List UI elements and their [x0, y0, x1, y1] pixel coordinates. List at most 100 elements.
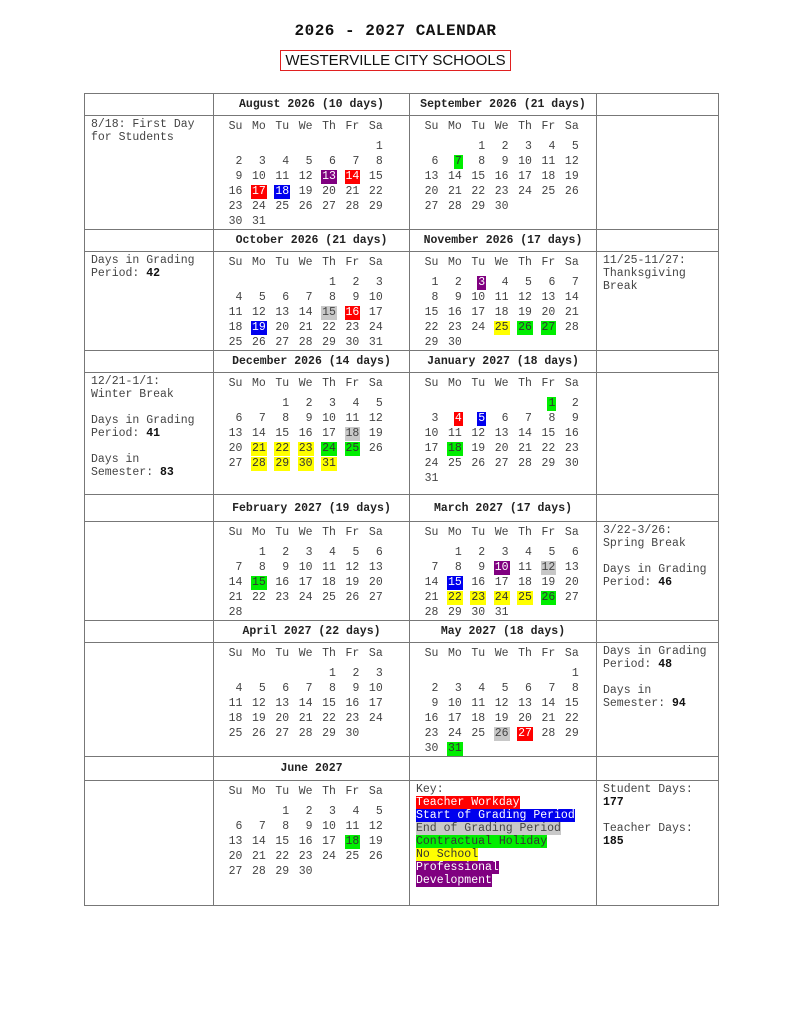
- day-number: 6: [525, 682, 532, 695]
- day-cell: 28: [243, 456, 267, 471]
- day-cell: 4: [314, 545, 337, 560]
- day-cell: 2: [220, 154, 243, 169]
- day-cell: 30: [416, 741, 439, 756]
- day-cell: 19: [360, 426, 383, 441]
- day-cell: 1: [243, 545, 266, 560]
- weekday-text: Su: [228, 377, 243, 390]
- weekday-label: Sa: [360, 525, 383, 540]
- day-number: 20: [275, 321, 290, 334]
- day-number: 14: [447, 170, 462, 183]
- day-number: 3: [375, 667, 383, 680]
- weekday-label: Fr: [337, 255, 360, 270]
- day-cell: 27: [533, 320, 557, 335]
- day-cell: 29: [360, 199, 383, 214]
- day-number: 3: [258, 155, 266, 168]
- day-number: 15: [322, 697, 336, 710]
- day-number: 27: [275, 727, 290, 740]
- day-number: 29: [471, 200, 486, 213]
- day-cell: 7: [243, 411, 266, 426]
- day-cell: 30: [290, 456, 314, 471]
- day-cell: 31: [360, 335, 383, 350]
- weekday-header-row: Su Mo Tu We Th Fr Sa: [416, 525, 596, 540]
- day-number: 27: [494, 457, 509, 470]
- day-number: 8: [282, 412, 290, 425]
- day-number: 21: [228, 591, 243, 604]
- day-cell: 24: [360, 320, 383, 335]
- month-calendar: Su Mo Tu We Th Fr Sa 1 2 3 4 5 6 7 8 9 10 11 12 13 14 15 16 17 1…: [213, 251, 410, 351]
- empty-day: [267, 275, 290, 290]
- day-cell: 28: [510, 456, 533, 471]
- note-text: 8/18: First Day for Students: [91, 118, 195, 144]
- day-cell: 18: [267, 184, 291, 199]
- weekday-header-row: Su Mo Tu We Th Fr Sa: [220, 525, 409, 540]
- weekday-text: Su: [228, 256, 243, 269]
- day-cell: 10: [439, 696, 462, 711]
- day-cell: 20: [314, 184, 337, 199]
- month-calendar: Su Mo Tu We Th Fr Sa 1 2 3 4 5 6 7 8 9 10 11 12 13 14 15 16 17 1…: [409, 372, 597, 495]
- day-number: 1: [282, 397, 290, 410]
- day-cell: 26: [360, 849, 383, 864]
- week-row: 1 2 3 4 5 6: [416, 545, 596, 560]
- weekday-text: Sa: [368, 256, 383, 269]
- month-header-row: February 2027 (19 days) March 2027 (17 da…: [84, 494, 719, 522]
- empty-day: [314, 139, 337, 154]
- note: 3/22-3/26: Spring Break: [603, 524, 712, 550]
- day-cell: 9: [486, 154, 509, 169]
- week-row: 6 7 8 9 10 11 12: [416, 154, 596, 169]
- day-cell: 26: [533, 590, 557, 605]
- day-cell: 14: [220, 575, 243, 590]
- day-cell: 11: [486, 290, 509, 305]
- day-number: 10: [447, 697, 462, 710]
- left-notes: [84, 780, 214, 906]
- week-row: 28 29 30 31: [416, 605, 596, 620]
- day-cell: 19: [510, 305, 533, 320]
- weekday-text: We: [298, 785, 313, 798]
- day-cell: 10: [360, 290, 383, 305]
- day-number: 2: [478, 546, 486, 559]
- weekday-text: Mo: [251, 526, 266, 539]
- day-number-holiday: 27: [540, 321, 557, 335]
- day-number: 23: [345, 712, 360, 725]
- day-number: 16: [345, 697, 360, 710]
- week-row: 11 12 13 14 15 16 17: [220, 305, 409, 320]
- right-notes: [596, 372, 719, 495]
- day-cell: 6: [510, 681, 533, 696]
- day-number-no-school: 28: [250, 457, 267, 471]
- day-cell: 23: [290, 441, 314, 456]
- day-cell: 3: [463, 275, 487, 290]
- day-cell: 21: [290, 711, 313, 726]
- day-number: 25: [471, 727, 486, 740]
- day-cell: 10: [463, 290, 486, 305]
- day-cell: 28: [290, 726, 313, 741]
- day-number: 8: [548, 412, 556, 425]
- day-number: 12: [345, 561, 360, 574]
- day-number: 13: [518, 697, 532, 710]
- day-cell: 8: [314, 290, 337, 305]
- weekday-text: Mo: [251, 647, 266, 660]
- right-notes: Student Days: 177 Teacher Days: 185: [596, 780, 719, 906]
- weekday-text: Th: [322, 120, 336, 133]
- day-number: 17: [494, 576, 509, 589]
- day-number-teacher-workday: 27: [517, 727, 533, 741]
- weekday-label: Fr: [533, 255, 556, 270]
- day-number: 30: [424, 742, 439, 755]
- day-number: 21: [424, 591, 439, 604]
- day-cell: 5: [243, 290, 266, 305]
- blank-cell: [409, 756, 597, 781]
- day-number: 11: [345, 412, 360, 425]
- day-number: 7: [258, 412, 266, 425]
- note-text: 3/22-3/26: Spring Break: [603, 524, 686, 550]
- day-number: 18: [471, 712, 486, 725]
- weekday-text: Fr: [345, 647, 360, 660]
- day-number: 19: [298, 185, 313, 198]
- weekday-label: Tu: [463, 119, 486, 134]
- day-number: 23: [494, 185, 509, 198]
- month-calendar: Su Mo Tu We Th Fr Sa 1 2 3 4 5 6 7 8 9 10 11 12 13 14 15 16 17 1…: [409, 521, 597, 621]
- empty-day: [220, 804, 243, 819]
- day-cell: 7: [533, 681, 556, 696]
- day-number-start-grading: 15: [446, 576, 463, 590]
- day-number: 5: [258, 291, 266, 304]
- day-number: 10: [518, 155, 532, 168]
- day-cell: 30: [556, 456, 579, 471]
- weekday-header-row: Su Mo Tu We Th Fr Sa: [416, 376, 596, 391]
